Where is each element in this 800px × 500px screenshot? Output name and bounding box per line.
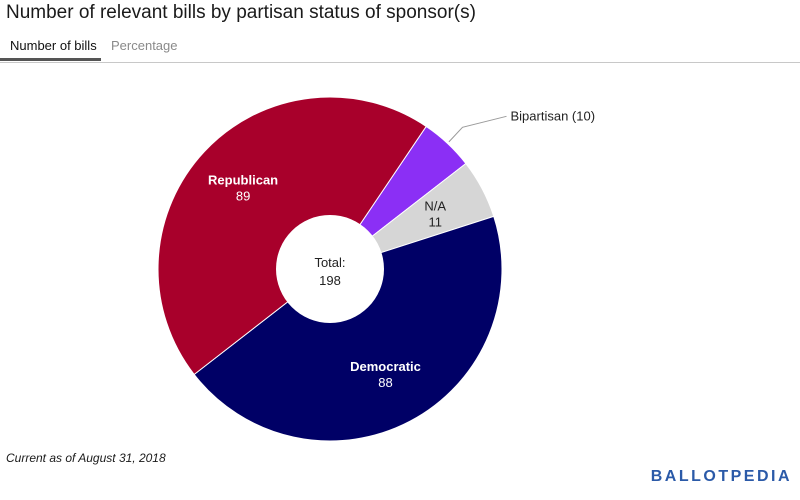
slice-value-republican: 89: [236, 189, 250, 204]
slice-name-republican: Republican: [208, 173, 278, 188]
slice-value-democratic: 88: [378, 375, 392, 390]
footnote: Current as of August 31, 2018: [6, 451, 166, 465]
ballotpedia-logo: BALLOTPEDIA: [650, 468, 792, 485]
slice-name-democratic: Democratic: [350, 359, 421, 374]
active-tab-indicator: [0, 58, 101, 61]
slice-democratic[interactable]: [193, 215, 503, 442]
slice-value-n-a: 11: [428, 215, 442, 230]
center-total: 198: [319, 273, 341, 288]
tab-percentage[interactable]: Percentage: [111, 38, 178, 53]
center-label: Total:: [314, 255, 345, 270]
slice-name-n-a: N/A: [424, 199, 446, 214]
callout-label-bipartisan: Bipartisan (10): [511, 108, 596, 123]
donut-hole: [276, 215, 384, 323]
callout-line-bipartisan: [448, 115, 507, 143]
tab-number-of-bills[interactable]: Number of bills: [10, 38, 97, 53]
chart-title: Number of relevant bills by partisan sta…: [6, 2, 476, 23]
tab-bar: Number of bills Percentage: [0, 30, 800, 63]
